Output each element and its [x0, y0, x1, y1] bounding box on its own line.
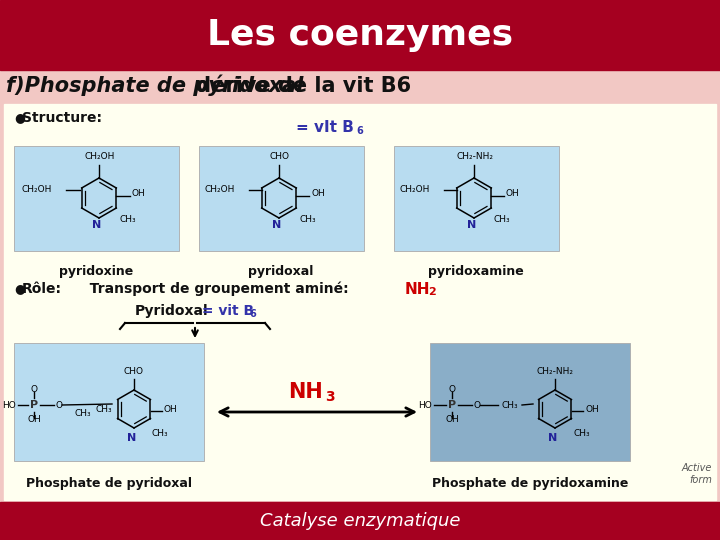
- Text: Les coenzymes: Les coenzymes: [207, 18, 513, 52]
- Text: pyridoxal: pyridoxal: [248, 265, 314, 278]
- Text: O: O: [56, 401, 63, 409]
- Text: Pyridoxal: Pyridoxal: [135, 304, 209, 318]
- Text: CH₃: CH₃: [119, 215, 135, 225]
- Text: CH₃: CH₃: [152, 429, 168, 437]
- Text: Structure:: Structure:: [22, 111, 102, 125]
- Text: 6: 6: [249, 309, 256, 319]
- Text: O: O: [30, 384, 37, 394]
- Text: P: P: [448, 400, 456, 410]
- Text: CH₃: CH₃: [494, 215, 510, 225]
- Text: OH: OH: [164, 404, 178, 414]
- Text: CH₂OH: CH₂OH: [22, 185, 52, 193]
- Text: N: N: [92, 220, 102, 230]
- Text: = vit B: = vit B: [197, 304, 254, 318]
- Text: Phosphate de pyridoxamine: Phosphate de pyridoxamine: [432, 477, 628, 490]
- Text: ●: ●: [14, 282, 25, 295]
- Text: CH₂-NH₂: CH₂-NH₂: [456, 152, 493, 161]
- Text: CH₂OH: CH₂OH: [204, 185, 235, 193]
- Text: N: N: [127, 433, 137, 443]
- Text: OH: OH: [585, 404, 599, 414]
- Text: OH: OH: [445, 415, 459, 424]
- Text: pyridoxine: pyridoxine: [59, 265, 133, 278]
- Text: = vIt B: = vIt B: [296, 120, 354, 136]
- Text: OH: OH: [132, 188, 145, 198]
- Bar: [14, 343, 204, 461]
- Bar: [199, 146, 364, 251]
- Text: CH₃: CH₃: [75, 408, 91, 417]
- Bar: [394, 146, 559, 251]
- Text: P: P: [30, 400, 38, 410]
- Text: CH₃: CH₃: [573, 429, 590, 437]
- Text: CHO: CHO: [124, 367, 144, 376]
- Text: CH₃: CH₃: [95, 404, 112, 414]
- Text: CH₂OH: CH₂OH: [400, 185, 430, 193]
- Text: OH: OH: [27, 415, 41, 424]
- Text: f)Phosphate de pyridoxal: f)Phosphate de pyridoxal: [6, 76, 303, 96]
- Text: Catalyse enzymatique: Catalyse enzymatique: [260, 512, 460, 530]
- Text: dérive de la vit B6: dérive de la vit B6: [189, 76, 411, 96]
- Text: CH₃: CH₃: [502, 401, 518, 409]
- Text: N: N: [467, 220, 477, 230]
- Bar: [4, 104, 716, 500]
- Bar: [0, 502, 720, 540]
- Text: OH: OH: [311, 190, 325, 199]
- Text: 6: 6: [356, 126, 363, 136]
- Text: O: O: [474, 401, 481, 409]
- Text: 3: 3: [325, 390, 335, 404]
- Text: 2: 2: [428, 287, 436, 297]
- Text: CH₃: CH₃: [299, 215, 315, 225]
- Text: CH₂-NH₂: CH₂-NH₂: [536, 367, 574, 376]
- Text: Active
form: Active form: [682, 463, 712, 484]
- Text: CHO: CHO: [269, 152, 289, 161]
- Text: CH₂OH: CH₂OH: [85, 152, 115, 161]
- Bar: [14, 146, 179, 251]
- Text: HO: HO: [418, 401, 432, 409]
- Text: NH: NH: [405, 281, 431, 296]
- Text: NH: NH: [287, 382, 323, 402]
- Text: ●: ●: [14, 111, 25, 125]
- Bar: [0, 0, 720, 70]
- Text: N: N: [272, 220, 282, 230]
- Text: O: O: [449, 384, 456, 394]
- Text: OH: OH: [506, 190, 520, 199]
- Text: Transport de groupement aminé:: Transport de groupement aminé:: [75, 282, 348, 296]
- Text: N: N: [549, 433, 557, 443]
- Text: pyridoxamine: pyridoxamine: [428, 265, 524, 278]
- Text: Rôle:: Rôle:: [22, 282, 62, 296]
- Bar: [430, 343, 630, 461]
- Text: Phosphate de pyridoxal: Phosphate de pyridoxal: [26, 477, 192, 490]
- Bar: [0, 70, 720, 102]
- Text: HO: HO: [2, 401, 16, 409]
